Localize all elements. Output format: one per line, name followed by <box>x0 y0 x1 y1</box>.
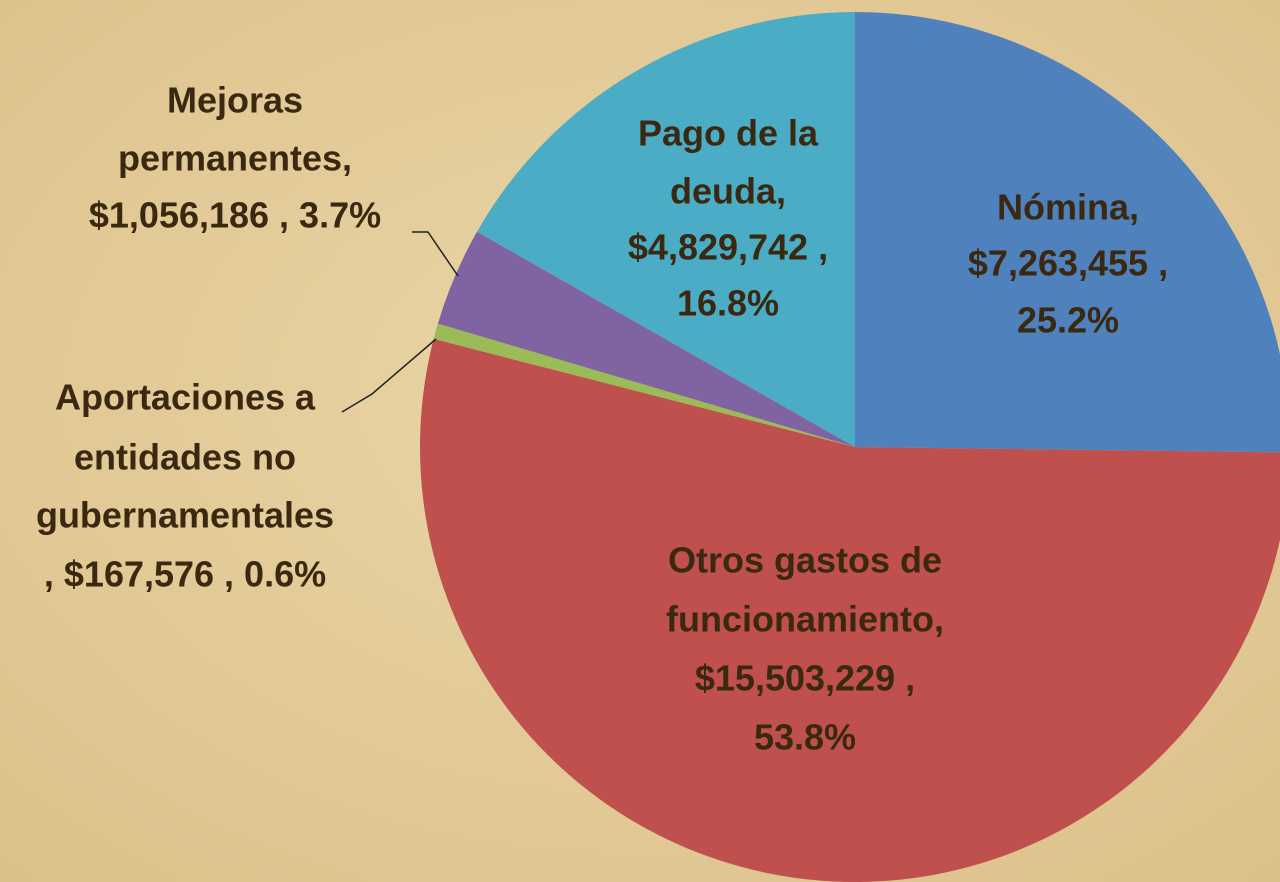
data-label: 53.8% <box>754 717 856 758</box>
pie-slice <box>437 231 855 447</box>
data-label: Aportaciones a <box>55 377 316 418</box>
data-label: 25.2% <box>1017 300 1119 341</box>
pie-slice <box>433 323 855 447</box>
data-label: Nómina, <box>997 187 1139 228</box>
leader-line <box>412 231 459 277</box>
data-label: permanentes, <box>118 138 352 179</box>
data-label: Mejoras <box>167 80 303 121</box>
data-label: $4,829,742 , <box>628 227 828 268</box>
data-label: $1,056,186 , 3.7% <box>89 195 381 236</box>
data-label: Otros gastos de <box>668 540 942 581</box>
pie-slice <box>855 12 1280 453</box>
data-labels: Nómina, $7,263,455 , 25.2% Otros gastos de f… <box>36 80 1168 758</box>
data-label: entidades no <box>74 437 296 478</box>
data-label: deuda, <box>670 171 786 212</box>
pie-slice <box>477 12 855 447</box>
data-label: 16.8% <box>677 283 779 324</box>
pie <box>420 12 1280 882</box>
data-label: $7,263,455 , <box>968 243 1168 284</box>
data-label: funcionamiento, <box>666 599 944 640</box>
data-label: gubernamentales <box>36 495 334 536</box>
data-label: $15,503,229 , <box>695 658 915 699</box>
data-label: Pago de la <box>638 113 819 154</box>
leader-line <box>341 338 437 413</box>
pie-slice <box>420 338 1280 882</box>
data-label: , $167,576 , 0.6% <box>44 554 326 595</box>
